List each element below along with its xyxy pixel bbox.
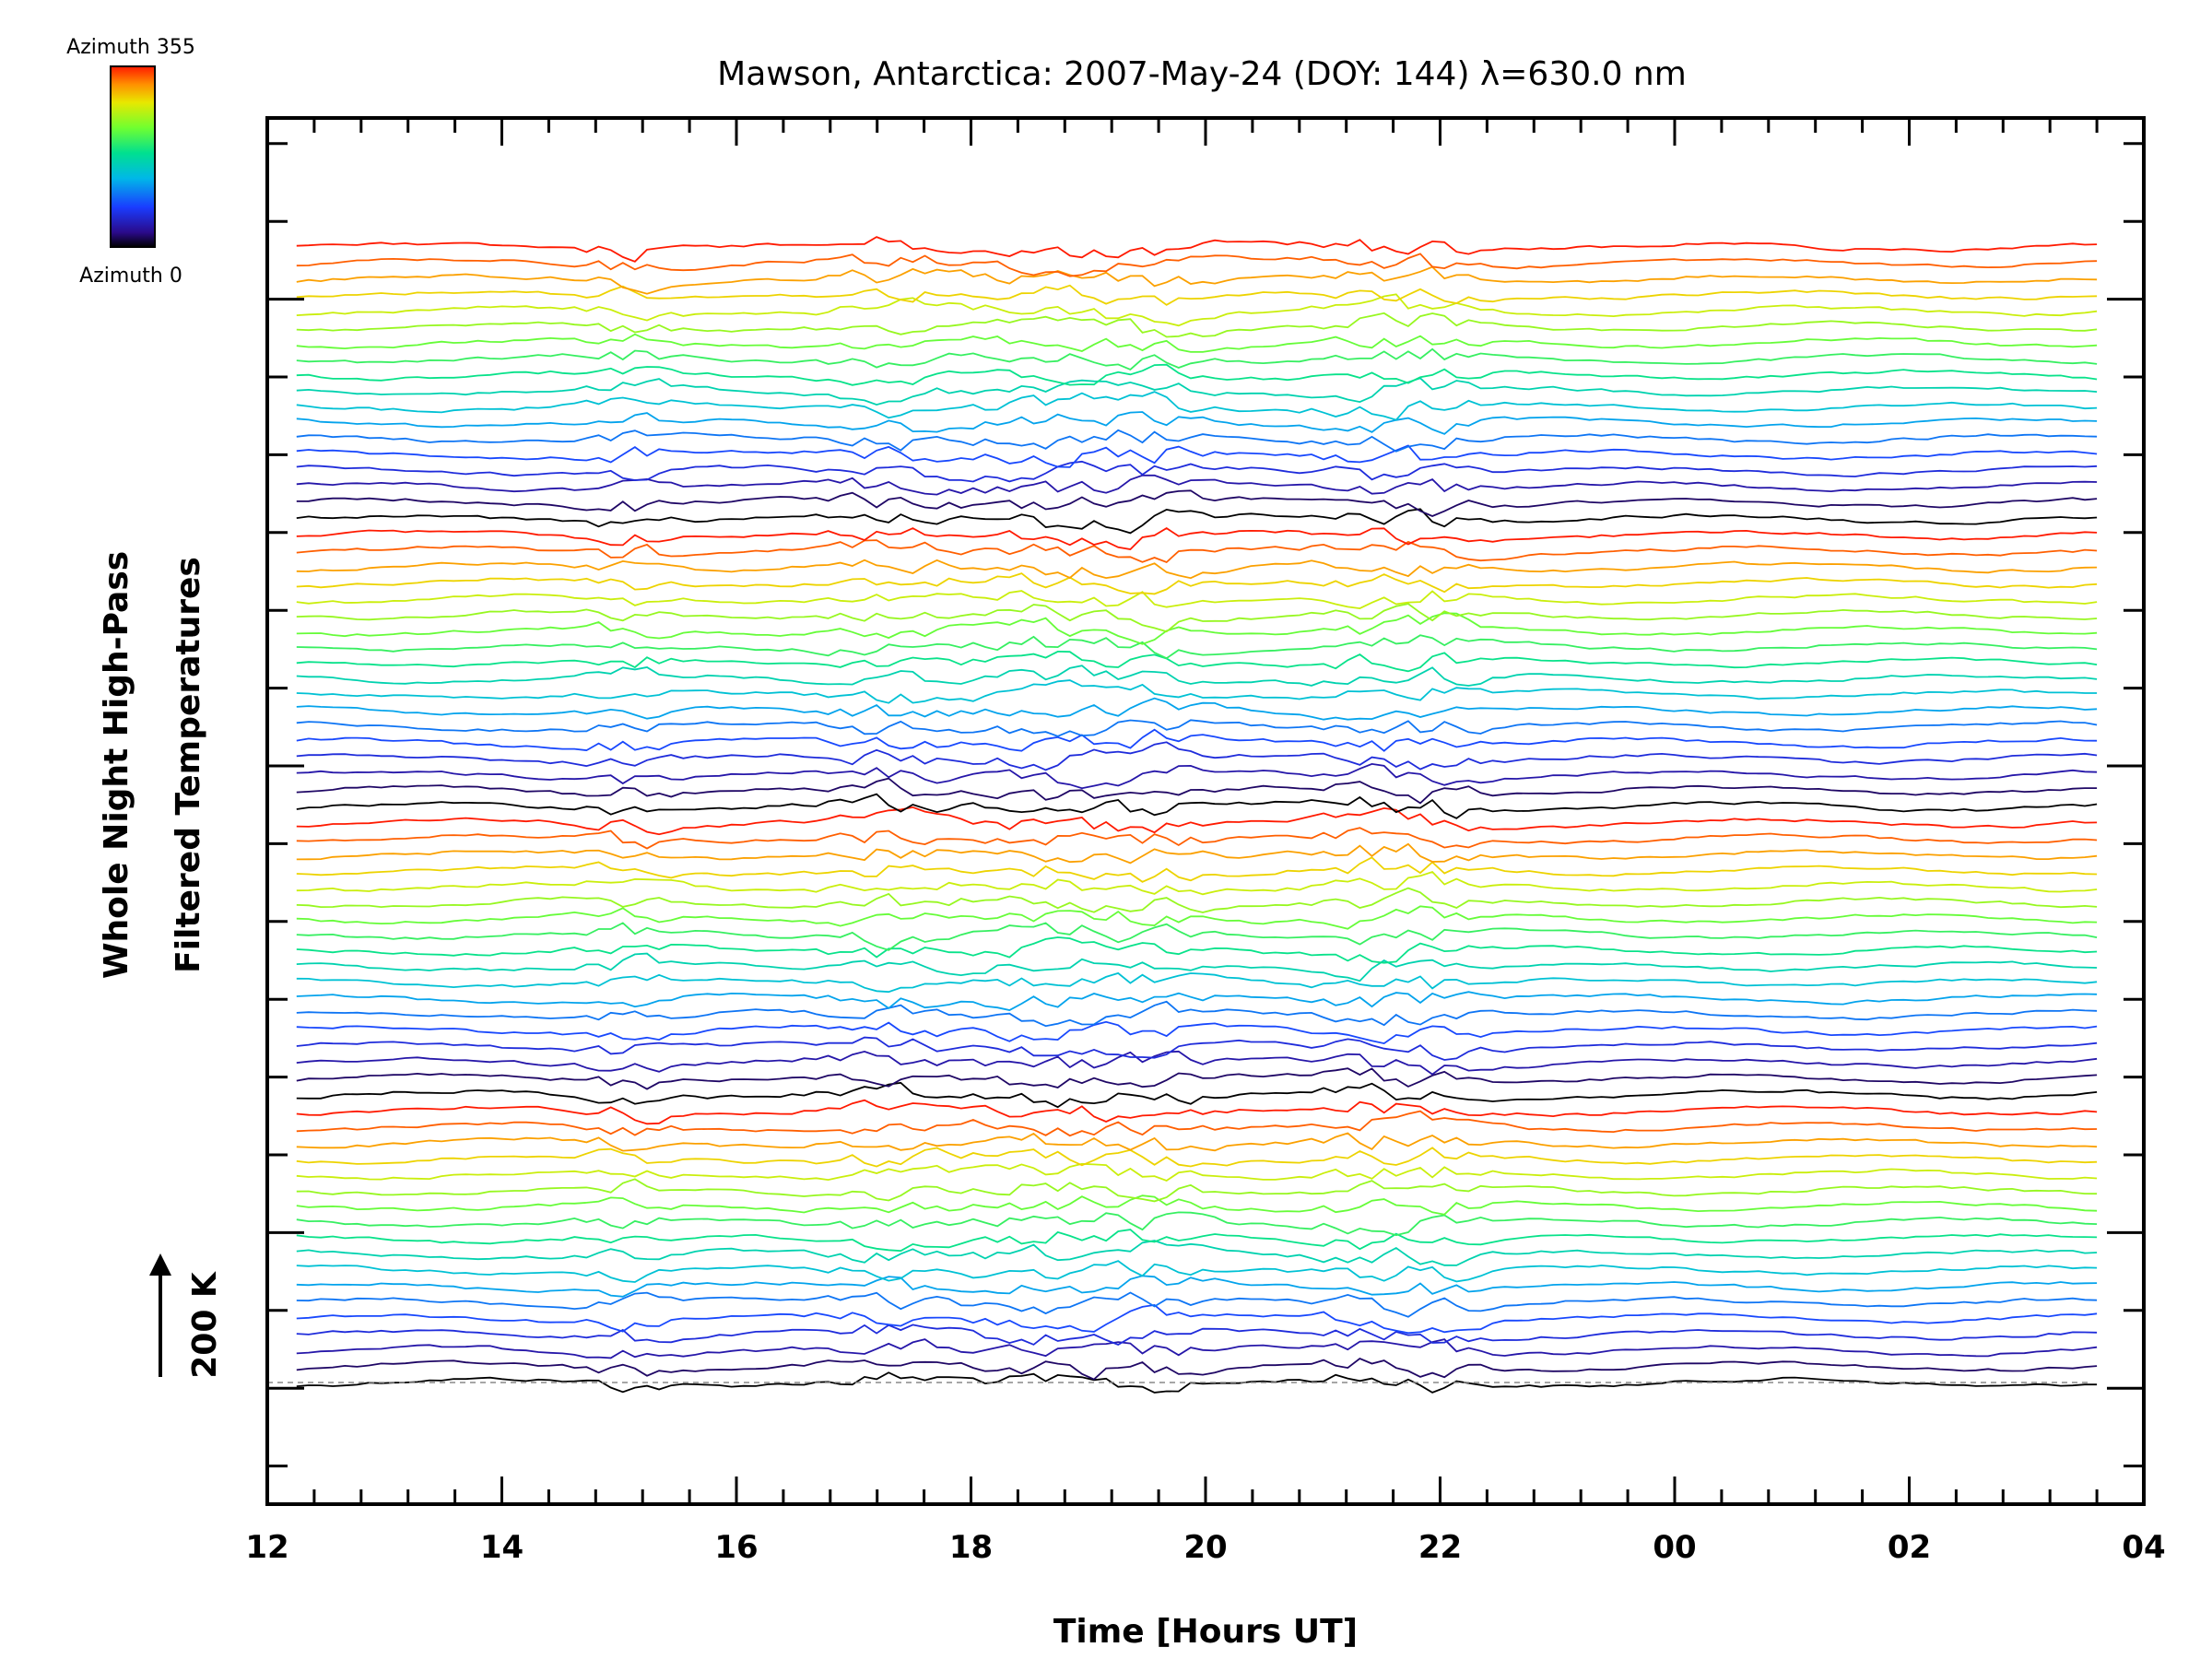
series-line: [296, 265, 2098, 295]
series-line: [296, 236, 2098, 263]
series-line: [296, 508, 2098, 535]
series-line: [296, 650, 2098, 673]
x-tick-label: 04: [2122, 1529, 2165, 1566]
series-line: [296, 1099, 2098, 1125]
series-line: [296, 887, 2098, 913]
series-line: [296, 1324, 2098, 1346]
series-line: [296, 634, 2098, 660]
series-line: [296, 1110, 2098, 1137]
series-line: [296, 1357, 2098, 1381]
series-line: [296, 253, 2098, 277]
series-line: [296, 1291, 2098, 1318]
legend-top-label: Azimuth 355: [66, 36, 195, 59]
series-line: [296, 793, 2098, 819]
series-line: [296, 590, 2098, 610]
plot-frame: [265, 116, 2146, 1506]
legend-colorbar: [110, 65, 156, 248]
legend-bottom-label: Azimuth 0: [79, 265, 182, 288]
ticks-layer: [265, 118, 2146, 1504]
series-line: [296, 293, 2098, 327]
x-tick-label: 18: [949, 1529, 993, 1566]
y-axis-label-line2: Filtered Temperatures: [170, 557, 207, 973]
series-line: [296, 1303, 2098, 1335]
series-line: [296, 1132, 2098, 1152]
series-line: [296, 347, 2098, 371]
x-tick-label: 14: [480, 1529, 524, 1566]
series-line: [296, 539, 2098, 564]
series-line: [296, 697, 2098, 721]
series-line: [296, 842, 2098, 865]
series-layer: [296, 236, 2098, 1394]
x-tick-label: 00: [1653, 1529, 1696, 1566]
series-line: [296, 489, 2098, 517]
series-line: [296, 444, 2098, 468]
series-line: [296, 603, 2098, 633]
series-line: [296, 952, 2098, 982]
series-line: [296, 1260, 2098, 1283]
series-line: [296, 1371, 2098, 1394]
series-line: [296, 363, 2098, 386]
series-line: [296, 1240, 2098, 1266]
scale-bar-arrowhead: [149, 1253, 171, 1276]
series-line: [296, 679, 2098, 704]
series-line: [296, 312, 2098, 338]
series-line: [296, 1050, 2098, 1076]
series-line: [296, 971, 2098, 994]
x-tick-label: 20: [1183, 1529, 1227, 1566]
series-line: [296, 1338, 2098, 1359]
series-line: [296, 333, 2098, 353]
series-line: [296, 728, 2098, 752]
series-line: [296, 1000, 2098, 1028]
series-line: [296, 527, 2098, 550]
series-line: [296, 762, 2098, 790]
series-line: [296, 1194, 2098, 1216]
series-line: [296, 1178, 2098, 1203]
series-line: [296, 665, 2098, 687]
series-line: [296, 474, 2098, 496]
series-line: [296, 1162, 2098, 1182]
series-line: [296, 460, 2098, 483]
series-line: [296, 870, 2098, 896]
series-line: [296, 936, 2098, 964]
series-line: [296, 612, 2098, 645]
series-line: [296, 429, 2098, 453]
x-tick-label: 22: [1418, 1529, 1462, 1566]
x-tick-label: 12: [245, 1529, 288, 1566]
series-line: [296, 777, 2098, 805]
series-line: [296, 559, 2098, 580]
series-line: [296, 991, 2098, 1011]
series-line: [296, 1081, 2098, 1109]
scale-bar: 200 K: [149, 1253, 224, 1379]
chart-title: Mawson, Antarctica: 2007-May-24 (DOY: 14…: [717, 55, 1687, 93]
series-line: [296, 1036, 2098, 1061]
series-line: [296, 1275, 2098, 1298]
x-tick-label: 02: [1888, 1529, 1931, 1566]
x-tick-label: 16: [714, 1529, 758, 1566]
y-axis-label-line1: Whole Night High-Pass: [98, 551, 135, 979]
series-line: [296, 719, 2098, 737]
scale-bar-label: 200 K: [186, 1271, 224, 1379]
series-line: [296, 741, 2098, 771]
x-tick-labels: 12 14 16 18 20 22 00 02 04: [245, 1529, 2165, 1566]
series-line: [296, 1147, 2098, 1168]
series-line: [296, 572, 2098, 595]
series-line: [296, 391, 2098, 421]
azimuth-legend: Azimuth 355 Azimuth 0: [66, 36, 195, 288]
series-line: [296, 827, 2098, 850]
series-line: [296, 922, 2098, 951]
series-line: [296, 1020, 2098, 1045]
series-line: [296, 411, 2098, 435]
series-line: [296, 1211, 2098, 1237]
y-axis-label: Whole Night High-Pass Filtered Temperatu…: [98, 551, 207, 979]
series-line: [296, 1067, 2098, 1090]
series-line: [296, 284, 2098, 306]
series-line: [296, 806, 2098, 836]
series-line: [296, 856, 2098, 883]
series-line: [296, 905, 2098, 930]
x-axis-label: Time [Hours UT]: [1053, 1613, 1358, 1651]
series-line: [296, 377, 2098, 406]
series-line: [296, 1229, 2098, 1253]
